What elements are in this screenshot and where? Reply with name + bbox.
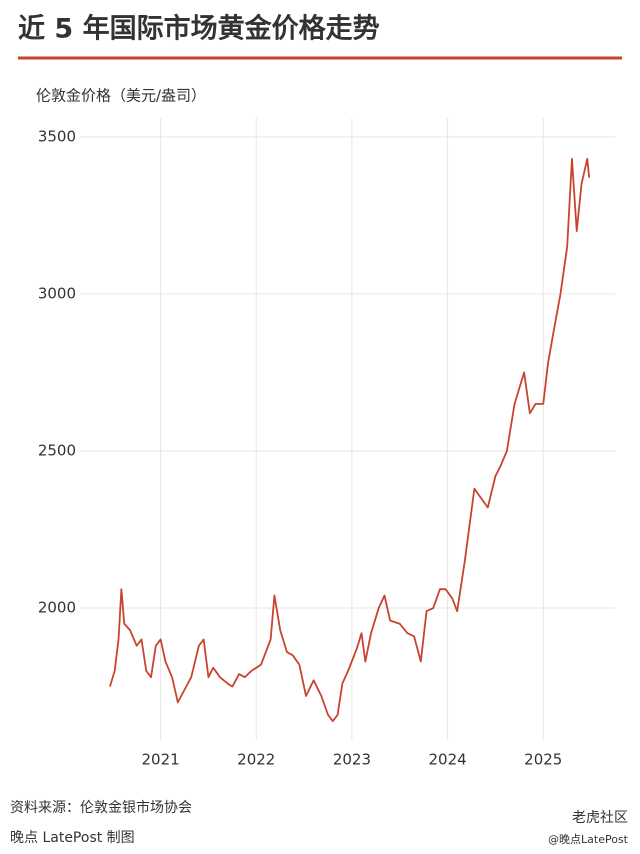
y-tick-label: 3500	[38, 127, 76, 145]
y-axis-label: 伦敦金价格（美元/盎司）	[36, 87, 206, 105]
y-tick-label: 2500	[38, 441, 76, 459]
watermark: @晚点LatePost	[548, 833, 629, 846]
source: 资料来源：伦敦金银市场协会	[10, 799, 192, 816]
chart-title: 近 5 年国际市场黄金价格走势	[18, 13, 380, 45]
x-tick-label: 2024	[429, 751, 467, 769]
y-tick-label: 2000	[38, 599, 76, 617]
x-tick-label: 2023	[333, 751, 371, 769]
credit: 晚点 LatePost 制图	[10, 830, 135, 846]
y-tick-label: 3000	[38, 284, 76, 302]
price-line	[109, 157, 591, 723]
watermark: 老虎社区	[572, 810, 628, 826]
x-tick-label: 2021	[142, 751, 180, 769]
x-tick-label: 2025	[524, 751, 562, 769]
x-tick-label: 2022	[237, 751, 275, 769]
